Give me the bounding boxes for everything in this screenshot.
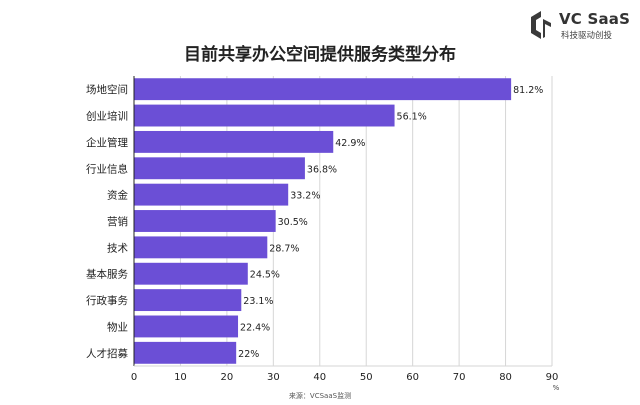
bar	[134, 289, 242, 312]
value-label: 33.2%	[290, 191, 320, 202]
chart-title: 目前共享办公空间提供服务类型分布	[184, 45, 456, 65]
value-label: 22.4%	[240, 322, 270, 333]
source-note: 来源：VCSaaS监测	[288, 392, 352, 400]
value-label: 81.2%	[513, 85, 543, 96]
x-tick-label: 70	[453, 372, 466, 383]
category-label: 场地空间	[86, 83, 128, 96]
brand-tagline: 科技驱动创投	[561, 31, 613, 41]
x-tick-label: 90	[546, 372, 559, 383]
bar	[134, 341, 237, 364]
vc-saas-logo-icon	[531, 11, 551, 39]
category-label: 基本服务	[86, 268, 128, 281]
bar	[134, 130, 334, 153]
bar	[134, 183, 289, 206]
category-label: 人才招募	[86, 347, 128, 360]
bar	[134, 78, 512, 101]
bar	[134, 315, 239, 338]
bar	[134, 210, 276, 232]
value-label: 24.5%	[250, 270, 280, 281]
x-tick-label: 0	[131, 372, 137, 383]
bar	[134, 262, 248, 285]
category-label: 营销	[107, 215, 128, 228]
category-label: 企业管理	[86, 136, 128, 149]
x-unit-label: %	[553, 384, 560, 392]
bar	[134, 236, 268, 259]
brand-logo: VC SaaS 科技驱动创投	[527, 9, 637, 41]
value-label: 56.1%	[397, 112, 427, 123]
value-label: 23.1%	[243, 296, 273, 307]
category-label: 资金	[107, 189, 128, 202]
bar	[134, 104, 395, 127]
value-label: 28.7%	[269, 243, 299, 254]
bar	[134, 157, 305, 180]
category-label: 物业	[107, 320, 128, 333]
x-tick-label: 30	[267, 372, 280, 383]
x-tick-label: 40	[313, 372, 326, 383]
x-tick-label: 10	[174, 372, 187, 383]
x-tick-label: 60	[406, 372, 419, 383]
category-label: 行政事务	[86, 294, 128, 307]
value-label: 30.5%	[278, 217, 308, 228]
x-tick-label: 50	[360, 372, 373, 383]
x-tick-label: 20	[221, 372, 234, 383]
brand-name: VC SaaS	[559, 10, 631, 28]
category-label: 创业培训	[86, 110, 128, 123]
value-label: 42.9%	[335, 138, 365, 149]
category-label: 行业信息	[86, 162, 128, 175]
value-label: 36.8%	[307, 164, 337, 175]
x-tick-label: 80	[499, 372, 512, 383]
category-label: 技术	[107, 241, 128, 254]
value-label: 22%	[238, 349, 259, 360]
